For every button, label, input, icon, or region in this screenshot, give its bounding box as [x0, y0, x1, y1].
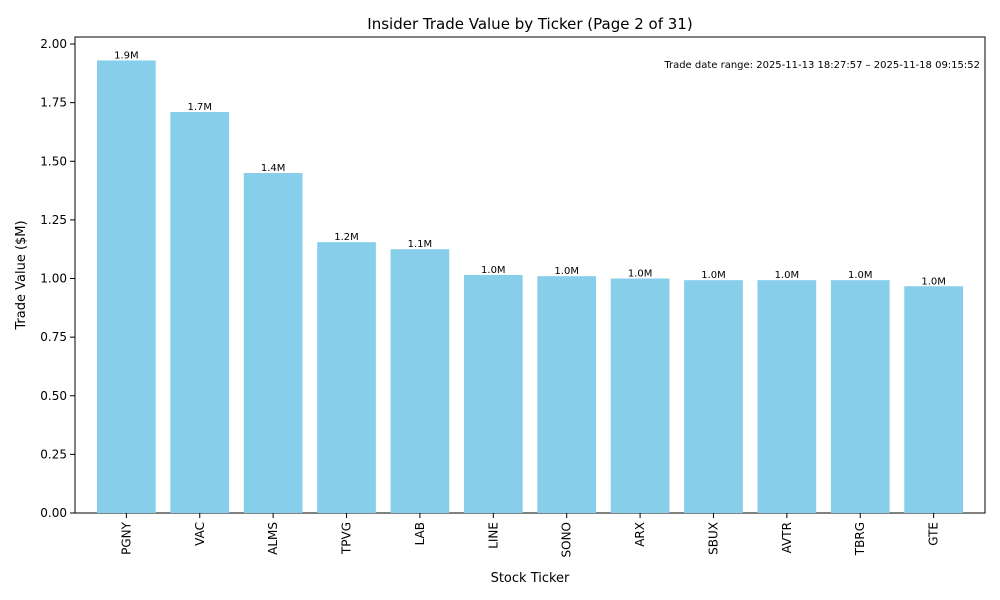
bar-pgny: [97, 60, 156, 514]
bar-value-label: 1.9M: [114, 50, 139, 61]
bar-labels: 1.9M 1.7M 1.4M 1.2M 1.1M 1.0M 1.0M 1.0M 1.0M 1.0M…: [114, 50, 946, 287]
y-tick-label: 0.75: [40, 330, 67, 344]
plot-area: [74, 36, 986, 514]
bar-value-label: 1.0M: [701, 270, 726, 281]
y-axis-label: Trade Value ($M): [14, 220, 29, 330]
y-tick-label: 2.00: [40, 37, 67, 51]
y-axis: 0.00 0.25 0.50 0.75 1.00 1.25 1.50 1.75 2.00: [40, 37, 75, 520]
bar-alms: [243, 173, 303, 513]
bar-tpvg: [317, 242, 376, 513]
x-axis-label: Stock Ticker: [491, 571, 570, 586]
bar-value-label: 1.0M: [848, 270, 873, 281]
chart-title: Insider Trade Value by Ticker (Page 2 of…: [367, 15, 692, 33]
y-tick-label: 0.50: [40, 389, 67, 403]
x-tick-label: ALMS: [266, 522, 280, 555]
bar-tbrg: [830, 280, 890, 513]
bar-value-label: 1.7M: [187, 102, 212, 113]
y-tick-label: 0.00: [40, 506, 67, 520]
x-tick-label: LAB: [413, 522, 427, 545]
x-tick-label: SONO: [560, 522, 574, 557]
y-tick-label: 1.75: [40, 96, 67, 110]
x-tick-label: GTE: [927, 522, 941, 546]
x-tick-label: AVTR: [780, 522, 794, 553]
bar-avtr: [757, 280, 817, 513]
x-axis: PGNY VAC ALMS TPVG LAB LINE SONO ARX SBUX AVTR TBR…: [119, 513, 941, 557]
bar-value-label: 1.0M: [921, 276, 946, 287]
bar-value-label: 1.0M: [628, 269, 653, 280]
bar-value-label: 1.1M: [408, 239, 433, 250]
y-tick-label: 1.50: [40, 154, 67, 168]
y-tick-label: 1.25: [40, 213, 67, 227]
bar-value-label: 1.0M: [775, 270, 800, 281]
x-tick-label: ARX: [633, 522, 647, 547]
plot-frame: [74, 36, 986, 514]
date-range-annotation: Trade date range: 2025-11-13 18:27:57 – …: [663, 60, 980, 71]
bar-line: [463, 275, 523, 513]
bar-lab: [390, 249, 450, 513]
x-tick-label: PGNY: [119, 521, 133, 555]
bar-sbux: [684, 280, 743, 513]
bar-value-label: 1.0M: [554, 266, 579, 277]
x-tick-label: VAC: [193, 522, 207, 546]
bar-value-label: 1.0M: [481, 265, 506, 276]
bar-sono: [537, 276, 597, 513]
bar-gte: [904, 286, 963, 513]
bar-value-label: 1.4M: [261, 163, 286, 174]
bar-vac: [170, 112, 230, 513]
x-tick-label: LINE: [486, 522, 500, 549]
bars: [97, 60, 963, 514]
bar-arx: [610, 278, 670, 513]
y-tick-label: 0.25: [40, 447, 67, 461]
y-tick-label: 1.00: [40, 272, 67, 286]
x-tick-label: TBRG: [853, 522, 867, 556]
bar-value-label: 1.2M: [334, 232, 359, 243]
x-tick-label: SBUX: [706, 522, 720, 555]
x-tick-label: TPVG: [340, 522, 354, 555]
